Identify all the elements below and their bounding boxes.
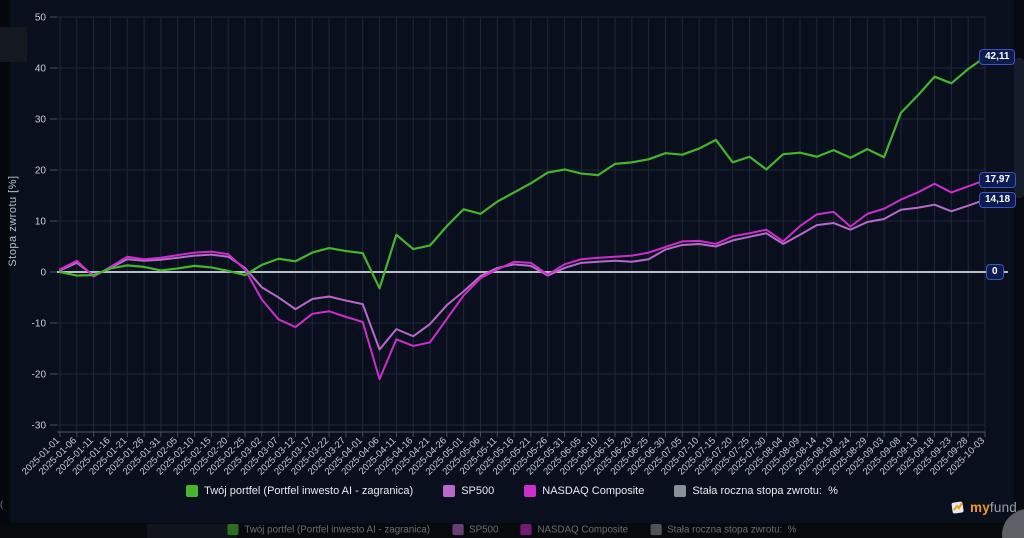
y-tick-label: -20	[32, 370, 47, 381]
y-axis-title: Stopa zwrotu [%]	[7, 175, 19, 266]
end-value-nasdaq: 17,97	[979, 172, 1017, 188]
legend-item-portfolio[interactable]: Twój portfel (Portfel inwesto AI - zagra…	[186, 485, 413, 497]
legend-label-nasdaq: NASDAQ Composite	[537, 524, 629, 536]
y-tick-label: -10	[32, 319, 47, 330]
legend-swatch-sp500	[443, 485, 456, 497]
y-tick-label: 40	[35, 64, 47, 75]
y-tick-label: -30	[32, 421, 47, 432]
background-page-block	[0, 27, 27, 62]
legend-label-sp500: SP500	[469, 524, 499, 536]
page-scrollbar[interactable]	[1014, 0, 1024, 523]
background-page-legend: Twój portfel (Portfel inwesto AI - zagra…	[36, 524, 988, 536]
y-tick-label: 10	[35, 217, 47, 228]
legend-swatch-fixed-rate	[650, 524, 662, 536]
legend-label-portfolio: Twój portfel (Portfel inwesto AI - zagra…	[244, 524, 431, 536]
legend-item-fixed-rate[interactable]: Stała roczna stopa zwrotu: %	[674, 485, 838, 497]
end-value-fixed-rate: 0	[986, 264, 1004, 280]
left-edge-text-fragment: (	[0, 499, 3, 509]
brand-text-fund: fund.	[989, 499, 1021, 515]
y-tick-label: 30	[35, 115, 47, 126]
end-value-portfolio: 42,11	[979, 49, 1016, 65]
legend-swatch-nasdaq	[524, 485, 537, 497]
background-page-strip: Twój portfel (Portfel inwesto AI - zagra…	[0, 523, 1024, 538]
chart-legend: Twój portfel (Portfel inwesto AI - zagra…	[10, 485, 1014, 497]
legend-swatch-portfolio	[186, 485, 199, 497]
end-value-sp500: 14,18	[979, 192, 1017, 208]
legend-label-fixed-rate: Stała roczna stopa zwrotu: %	[667, 524, 797, 536]
y-tick-label: 20	[35, 166, 47, 177]
series-line-sp500	[59, 198, 986, 351]
legend-item-sp500[interactable]: SP500	[443, 485, 494, 497]
series-line-portfolio	[58, 56, 987, 290]
scrollbar-thumb[interactable]	[1014, 58, 1024, 198]
legend-item-fixed-rate: Stała roczna stopa zwrotu: %	[650, 524, 797, 536]
myfund-logo: my fund.	[950, 497, 1021, 517]
background-page-block-2	[147, 524, 237, 538]
legend-swatch-nasdaq	[520, 524, 532, 536]
legend-item-portfolio: Twój portfel (Portfel inwesto AI - zagra…	[227, 524, 431, 536]
legend-label-nasdaq: NASDAQ Composite	[542, 485, 645, 497]
y-tick-label: 50	[35, 13, 47, 24]
legend-label-fixed-rate: Stała roczna stopa zwrotu: %	[692, 485, 838, 497]
legend-item-nasdaq: NASDAQ Composite	[520, 524, 629, 536]
legend-item-nasdaq[interactable]: NASDAQ Composite	[524, 485, 644, 497]
legend-item-sp500: SP500	[452, 524, 499, 536]
series-line-nasdaq	[59, 179, 986, 381]
brand-text-my: my	[970, 499, 990, 515]
legend-label-portfolio: Twój portfel (Portfel inwesto AI - zagra…	[204, 485, 414, 497]
y-tick-label: 0	[40, 268, 46, 279]
legend-swatch-fixed-rate	[674, 485, 687, 497]
myfund-logo-icon	[951, 501, 964, 514]
legend-swatch-portfolio	[227, 524, 239, 536]
legend-label-sp500: SP500	[461, 485, 495, 497]
legend-swatch-sp500	[452, 524, 464, 536]
